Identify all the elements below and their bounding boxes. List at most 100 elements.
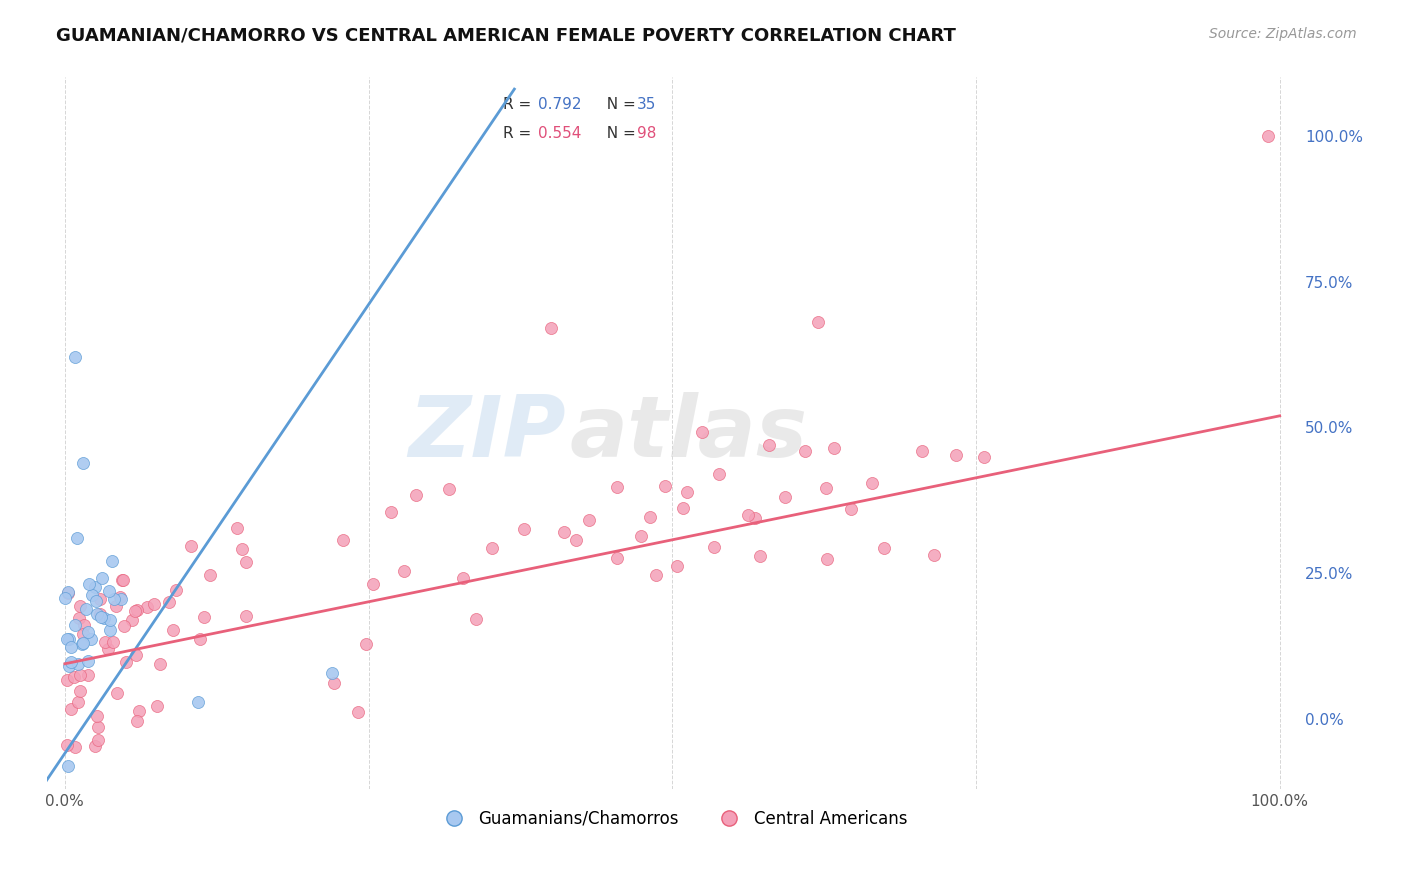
Point (142, 597, 165, 611)
Point (1257, 128, 1279, 143)
Point (103, 592, 125, 607)
Point (69, 667, 91, 681)
Point (128, 705, 150, 719)
Point (231, 541, 253, 556)
Point (737, 508, 759, 522)
Point (87, 720, 110, 734)
Point (380, 505, 402, 519)
Point (93, 611, 115, 625)
Point (911, 444, 934, 458)
Point (124, 604, 146, 618)
Point (73, 618, 96, 632)
Point (453, 571, 475, 585)
Point (332, 533, 354, 548)
Point (97, 642, 120, 657)
Point (67, 610, 90, 624)
Point (69, 683, 91, 698)
Point (666, 558, 689, 573)
Point (66, 531, 89, 545)
Text: ZIP: ZIP (408, 392, 567, 475)
Point (77, 667, 100, 681)
Point (565, 533, 588, 548)
Point (148, 657, 170, 672)
Point (127, 714, 149, 728)
Point (58, 586, 80, 600)
Point (839, 502, 862, 516)
Point (111, 574, 134, 588)
Point (58, 659, 80, 673)
Point (63, 670, 86, 684)
Point (645, 568, 668, 582)
Point (347, 705, 370, 719)
Legend: Guamanians/Chamorros, Central Americans: Guamanians/Chamorros, Central Americans (430, 803, 914, 834)
Point (354, 636, 377, 650)
Point (80, 632, 103, 646)
Point (180, 539, 202, 553)
Text: N =: N = (598, 97, 641, 112)
Point (59, 640, 82, 654)
Point (200, 568, 222, 582)
Point (188, 632, 211, 646)
Point (84, 581, 107, 595)
Point (773, 491, 796, 505)
Point (815, 552, 838, 566)
Point (640, 509, 662, 524)
Point (112, 619, 135, 633)
Point (55, 632, 77, 647)
Point (672, 500, 695, 515)
Point (922, 548, 945, 562)
Point (90, 610, 112, 624)
Point (72, 626, 94, 640)
Point (758, 438, 780, 452)
Text: Source: ZipAtlas.com: Source: ZipAtlas.com (1209, 27, 1357, 41)
Point (125, 602, 148, 616)
Point (630, 529, 652, 543)
Point (606, 550, 628, 565)
Point (69, 599, 91, 614)
Point (162, 623, 184, 637)
Point (578, 513, 600, 527)
Point (121, 613, 143, 627)
Point (945, 448, 967, 462)
Point (707, 467, 730, 482)
Point (235, 556, 257, 570)
Point (187, 695, 209, 709)
Point (481, 541, 503, 556)
Text: atlas: atlas (569, 392, 808, 475)
Point (105, 686, 128, 700)
Point (55, 738, 77, 752)
Point (70, 637, 93, 651)
Point (101, 554, 124, 568)
Point (58, 585, 80, 599)
Point (86, 607, 108, 621)
Point (361, 577, 384, 591)
Point (66, 657, 89, 672)
Point (100, 623, 122, 637)
Point (89, 592, 111, 607)
Point (80, 588, 103, 602)
Point (405, 487, 427, 501)
Point (125, 648, 148, 663)
Point (513, 522, 536, 536)
Point (59, 702, 82, 716)
Point (86, 709, 108, 723)
Point (973, 450, 995, 464)
Point (103, 635, 125, 649)
Point (89, 607, 111, 622)
Point (97, 583, 120, 598)
Point (55, 673, 77, 687)
Point (72, 636, 94, 650)
Point (104, 599, 127, 613)
Point (83, 739, 105, 753)
Text: 0.792: 0.792 (538, 97, 582, 112)
Point (807, 316, 830, 330)
Point (744, 511, 766, 525)
Point (676, 484, 699, 499)
Point (77, 654, 100, 668)
Text: 35: 35 (637, 97, 657, 112)
Point (157, 595, 180, 609)
Text: 0.554: 0.554 (538, 126, 582, 141)
Text: R =: R = (503, 126, 537, 141)
Point (235, 609, 257, 624)
Point (703, 541, 725, 555)
